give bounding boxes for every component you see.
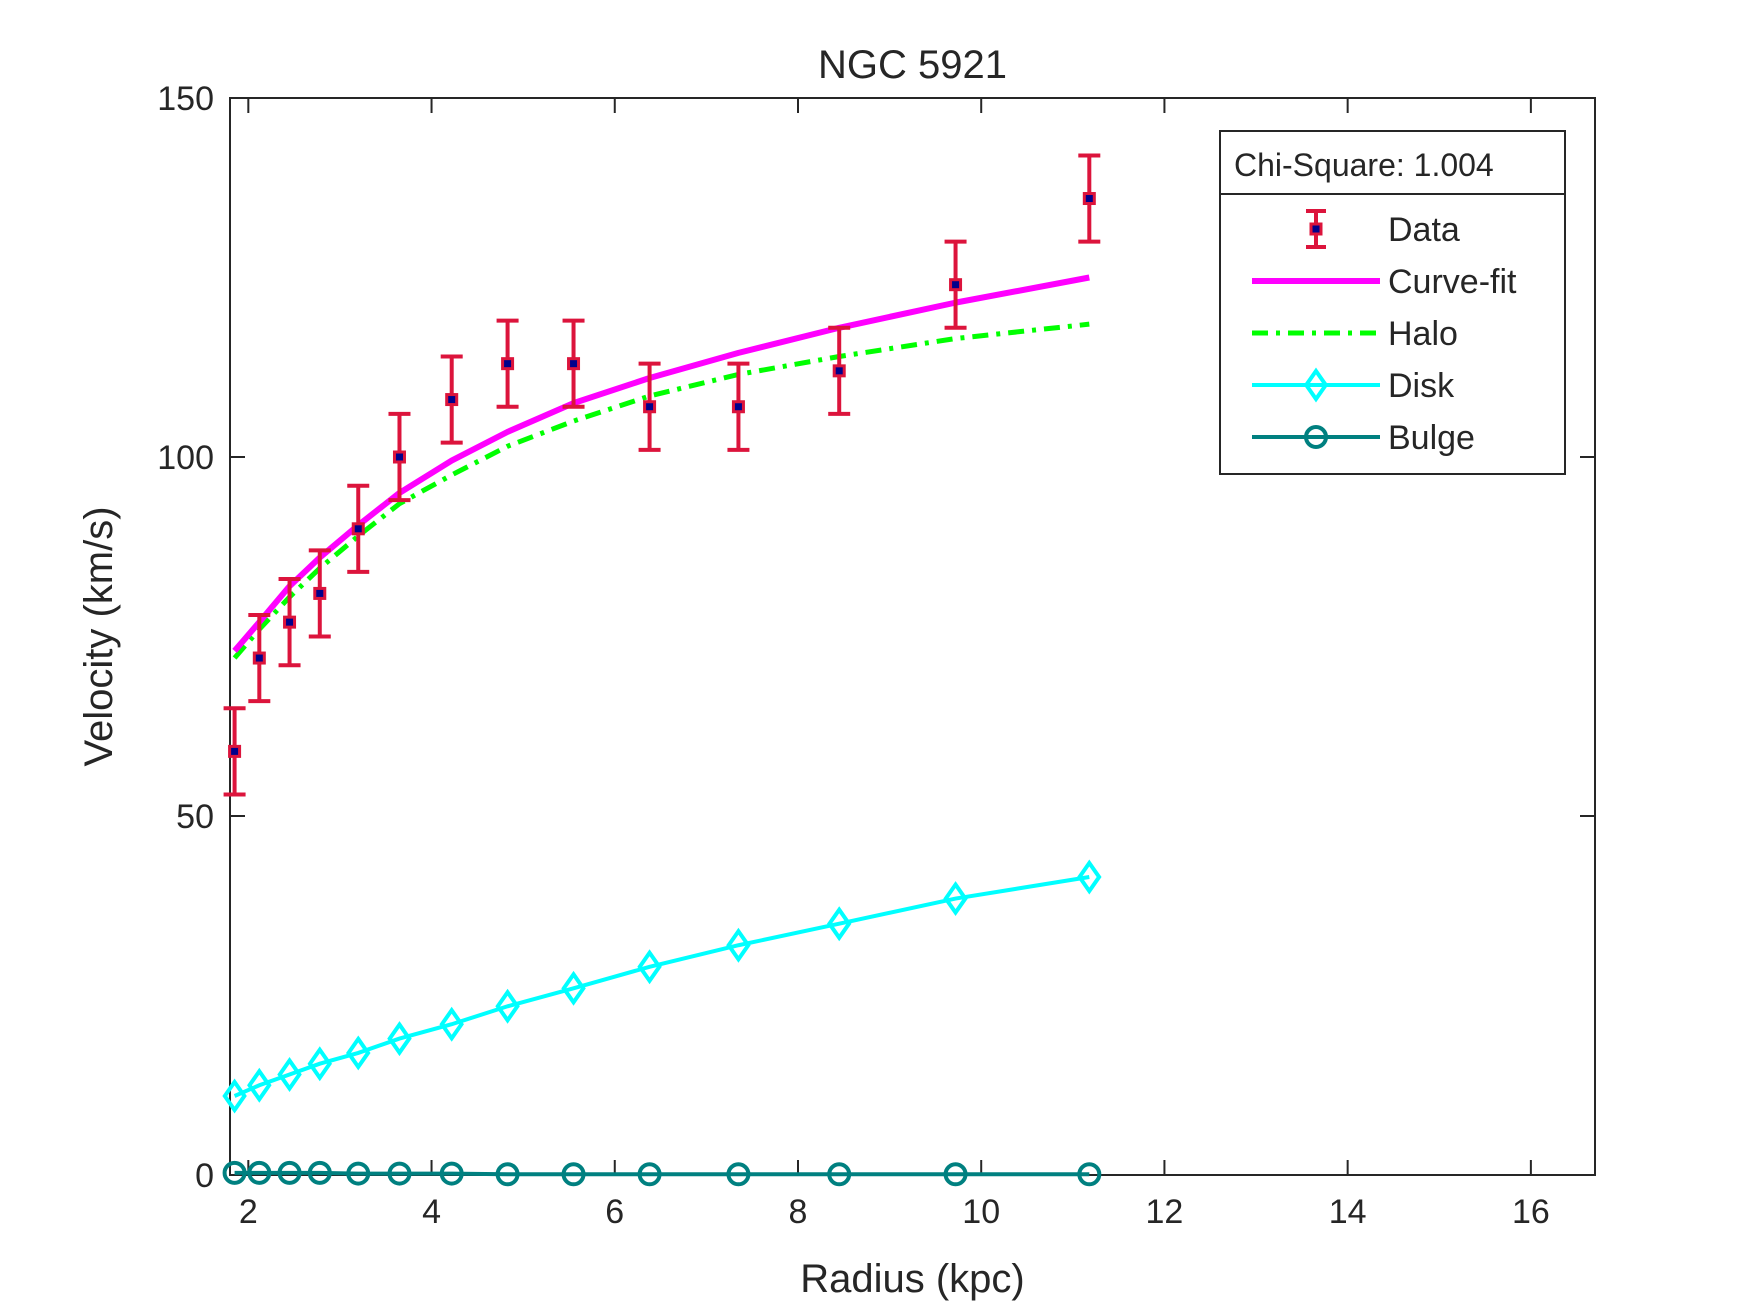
x-tick-label: 10 <box>962 1193 1000 1231</box>
disk-marker <box>277 1056 302 1092</box>
data-point <box>248 612 271 704</box>
data-point <box>562 318 585 409</box>
legend-label: Halo <box>1388 315 1458 353</box>
data-marker <box>283 615 297 629</box>
chi-square-annotation: Chi-Square: 1.004 <box>1234 147 1494 183</box>
bulge-marker <box>387 1161 412 1186</box>
data-point <box>727 361 750 452</box>
y-tick-label: 0 <box>195 1157 214 1195</box>
bulge-marker <box>222 1160 247 1185</box>
data-marker <box>228 744 242 758</box>
legend-marker <box>1303 367 1329 403</box>
disk-marker <box>1077 859 1102 895</box>
legend-swatch <box>1309 222 1323 236</box>
disk-marker <box>943 881 968 917</box>
x-axis-label: Radius (kpc) <box>800 1257 1025 1301</box>
bulge-line <box>234 1170 1090 1177</box>
disk-marker <box>247 1067 272 1103</box>
legend-item-data: Data <box>1306 209 1460 249</box>
bulge-marker <box>561 1162 586 1187</box>
y-tick-label: 150 <box>157 80 214 118</box>
data-marker <box>1082 192 1096 206</box>
disk-marker <box>495 988 520 1024</box>
y-tick-label: 100 <box>157 439 214 477</box>
bulge-marker <box>247 1160 272 1185</box>
legend-label: Data <box>1388 211 1460 249</box>
data-marker <box>731 400 745 414</box>
legend-item-disk: Disk <box>1252 367 1455 405</box>
data-marker <box>949 278 963 292</box>
data-point <box>223 706 246 797</box>
data-marker <box>832 364 846 378</box>
disk-marker <box>826 906 852 942</box>
x-tick-label: 12 <box>1146 1193 1184 1231</box>
data-point <box>944 239 967 330</box>
data-point <box>828 325 851 416</box>
series-data <box>223 153 1101 797</box>
data-marker <box>313 586 327 600</box>
legend-marker <box>1304 425 1328 449</box>
disk-marker <box>346 1035 371 1071</box>
data-marker <box>501 357 515 371</box>
data-point <box>308 548 331 639</box>
x-tick-label: 6 <box>605 1193 624 1231</box>
legend: Chi-Square: 1.004 Data Curve-fit Halo Disk Bu… <box>1219 130 1566 475</box>
bulge-marker <box>277 1160 302 1185</box>
bulge-marker <box>346 1161 371 1186</box>
series-bulge <box>222 1160 1102 1187</box>
legend-item-halo: Halo <box>1252 315 1458 353</box>
x-tick-label: 8 <box>789 1193 808 1231</box>
data-marker <box>445 393 459 407</box>
disk-marker <box>561 970 586 1006</box>
disk-line <box>233 875 1090 1098</box>
data-marker <box>392 450 406 464</box>
bulge-marker <box>827 1162 852 1187</box>
bulge-marker <box>495 1162 520 1187</box>
legend-label: Disk <box>1388 367 1455 405</box>
disk-marker <box>307 1046 333 1082</box>
bulge-marker <box>726 1162 751 1187</box>
disk-marker <box>439 1006 464 1042</box>
y-tick-label: 50 <box>176 798 214 836</box>
curve-fit-line <box>232 274 1090 653</box>
chart-title: NGC 5921 <box>818 43 1007 87</box>
data-point <box>278 577 301 668</box>
data-point <box>638 361 661 452</box>
bulge-marker <box>307 1160 332 1185</box>
data-point <box>496 318 519 409</box>
data-point <box>1078 153 1101 244</box>
series-curve-fit <box>232 274 1090 653</box>
data-marker <box>643 400 657 414</box>
data-point <box>440 354 463 445</box>
data-point <box>388 411 411 503</box>
x-tick-label: 4 <box>422 1193 441 1231</box>
plot-area <box>222 153 1102 1187</box>
bulge-marker <box>439 1161 464 1186</box>
x-tick-label: 16 <box>1512 1193 1550 1231</box>
bulge-marker <box>1077 1162 1102 1187</box>
series-disk <box>222 859 1102 1114</box>
legend-item-curve-fit: Curve-fit <box>1252 263 1517 301</box>
disk-marker <box>726 927 751 963</box>
legend-item-bulge: Bulge <box>1252 419 1475 457</box>
legend-label: Curve-fit <box>1388 263 1517 301</box>
disk-marker <box>637 949 662 985</box>
y-axis-label: Velocity (km/s) <box>77 506 121 766</box>
data-marker <box>567 357 581 371</box>
disk-marker <box>222 1078 247 1114</box>
x-tick-label: 2 <box>239 1193 258 1231</box>
bulge-marker <box>637 1162 662 1187</box>
x-tick-label: 14 <box>1329 1193 1367 1231</box>
data-marker <box>351 522 365 536</box>
data-point <box>347 483 370 574</box>
data-marker <box>252 651 266 665</box>
disk-marker <box>387 1021 412 1057</box>
legend-label: Bulge <box>1388 419 1475 457</box>
bulge-marker <box>943 1162 968 1187</box>
